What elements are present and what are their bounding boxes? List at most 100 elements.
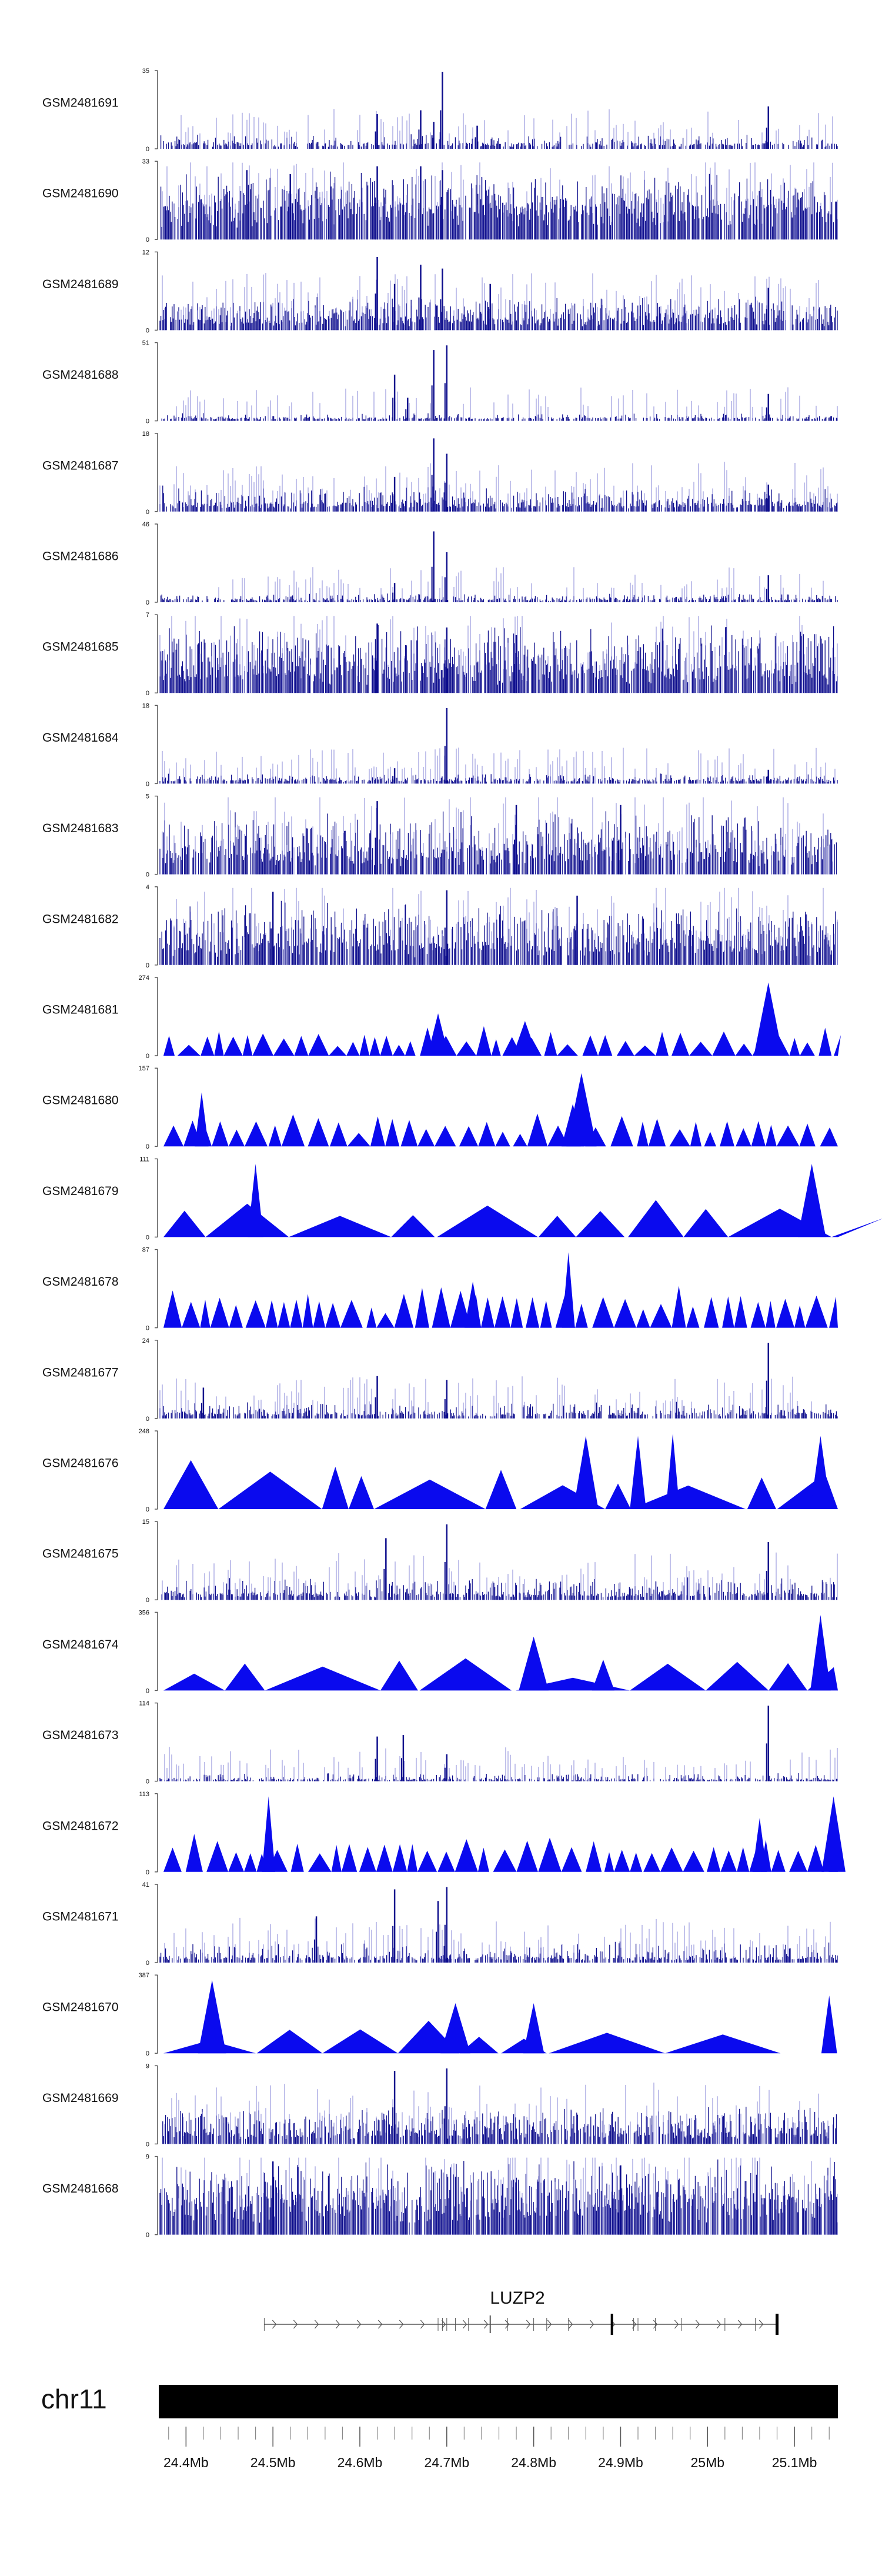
y-max-tick-label: 12	[142, 249, 149, 256]
y-min-tick-label: 0	[146, 780, 149, 788]
exon	[263, 2318, 265, 2331]
y-max-tick-label: 46	[142, 521, 149, 528]
exon	[533, 2318, 534, 2331]
y-max-tick-label: 9	[146, 2154, 149, 2161]
y-max-tick-label: 18	[142, 431, 149, 438]
track-label: GSM2481685	[42, 640, 119, 654]
y-max-tick-label: 113	[139, 1791, 149, 1798]
signal-bars-light	[181, 109, 833, 149]
chromosome-bar	[159, 2385, 838, 2418]
signal-area	[160, 1113, 838, 1147]
y-min-tick-label: 0	[146, 1234, 149, 1241]
track-label: GSM2481674	[42, 1638, 119, 1651]
signal-bars	[162, 2107, 837, 2144]
track-GSM2481674: GSM2481674 356 0	[42, 1609, 838, 1694]
track-label: GSM2481678	[42, 1275, 119, 1289]
peak	[752, 1818, 767, 1872]
track-label: GSM2481670	[42, 2001, 119, 2014]
signal-bars-light	[162, 748, 836, 784]
peak	[427, 1013, 449, 1056]
signal-area	[160, 1834, 838, 1872]
signal-area	[160, 1286, 838, 1328]
peak	[198, 1980, 226, 2054]
axis-tick-label: 24.7Mb	[424, 2455, 469, 2470]
track-GSM2481670: GSM2481670 387 0	[42, 1972, 838, 2057]
y-min-tick-label: 0	[146, 146, 149, 153]
exon	[507, 2318, 508, 2331]
y-min-tick-label: 0	[146, 1053, 149, 1060]
track-GSM2481691: GSM2481691 35 0	[42, 68, 838, 153]
y-max-tick-label: 387	[139, 1972, 149, 1979]
track-label: GSM2481671	[42, 1910, 119, 1924]
track-label: GSM2481672	[42, 1819, 119, 1833]
y-min-tick-label: 0	[146, 1506, 149, 1513]
y-max-tick-label: 114	[139, 1700, 149, 1707]
signal-bars-light	[159, 1376, 812, 1419]
signal-bars-light	[162, 797, 833, 875]
signal-bars	[160, 171, 838, 240]
y-min-tick-label: 0	[146, 1597, 149, 1604]
signal-bars-light	[171, 887, 838, 965]
peak	[592, 1660, 615, 1691]
peak	[519, 1636, 549, 1691]
exon	[446, 2318, 447, 2331]
strand-arrow	[568, 2320, 573, 2329]
y-min-tick-label: 0	[146, 1687, 149, 1694]
exon	[724, 2318, 726, 2331]
track-label: GSM2481669	[42, 2091, 119, 2105]
y-max-tick-label: 87	[142, 1247, 149, 1254]
peak	[797, 1163, 826, 1237]
y-max-tick-label: 356	[139, 1609, 149, 1616]
peak	[573, 1436, 599, 1509]
exon	[755, 2318, 756, 2331]
strand-arrow	[314, 2320, 319, 2329]
y-min-tick-label: 0	[146, 2050, 149, 2057]
strand-arrow	[505, 2320, 510, 2329]
peak	[562, 1252, 575, 1328]
peak	[440, 2003, 471, 2054]
exon	[442, 2318, 443, 2331]
y-min-tick-label: 0	[146, 1869, 149, 1876]
track-label: GSM2481681	[42, 1003, 119, 1017]
y-max-tick-label: 9	[146, 2063, 149, 2070]
track-label: GSM2481676	[42, 1457, 119, 1470]
exon	[637, 2318, 639, 2331]
strand-arrow	[441, 2320, 446, 2329]
strand-arrow	[547, 2320, 552, 2329]
signal-bars	[160, 134, 838, 149]
strand-arrow	[335, 2320, 340, 2329]
peak	[810, 1615, 831, 1691]
strand-arrow	[272, 2320, 277, 2329]
axis-tick-label: 24.4Mb	[163, 2455, 209, 2470]
peak	[248, 1163, 263, 1237]
y-max-tick-label: 33	[142, 158, 149, 165]
y-max-tick-label: 248	[139, 1428, 149, 1435]
y-min-tick-label: 0	[146, 2141, 149, 2148]
signal-bars-light	[164, 1747, 838, 1781]
signal-area	[160, 1658, 838, 1691]
peak	[666, 1433, 680, 1509]
strand-arrow	[483, 2320, 489, 2329]
signal-bars-light	[176, 387, 838, 421]
signal-bars	[159, 296, 838, 331]
track-GSM2481682: GSM2481682 4 0	[42, 884, 838, 969]
track-GSM2481671: GSM2481671 41 0	[42, 1881, 838, 1967]
peak	[513, 1021, 537, 1056]
track-GSM2481689: GSM2481689 12 0	[42, 249, 838, 334]
gene-model	[263, 2314, 779, 2335]
signal-bars	[159, 811, 837, 875]
y-min-tick-label: 0	[146, 1778, 149, 1786]
track-label: GSM2481680	[42, 1094, 119, 1107]
signal-bars-light	[218, 567, 824, 602]
track-GSM2481678: GSM2481678 87 0	[42, 1247, 838, 1332]
chromosome-label: chr11	[41, 2384, 107, 2414]
strand-arrow	[356, 2320, 362, 2329]
peak	[465, 1282, 482, 1328]
exon	[655, 2318, 656, 2331]
axis-tick-label: 25.1Mb	[772, 2455, 817, 2470]
exon	[610, 2314, 613, 2335]
signal-tracks: GSM2481691350GSM2481690330GSM2481689120G…	[42, 68, 882, 2239]
strand-arrow	[716, 2320, 721, 2329]
track-GSM2481688: GSM2481688 51 0	[42, 340, 838, 425]
